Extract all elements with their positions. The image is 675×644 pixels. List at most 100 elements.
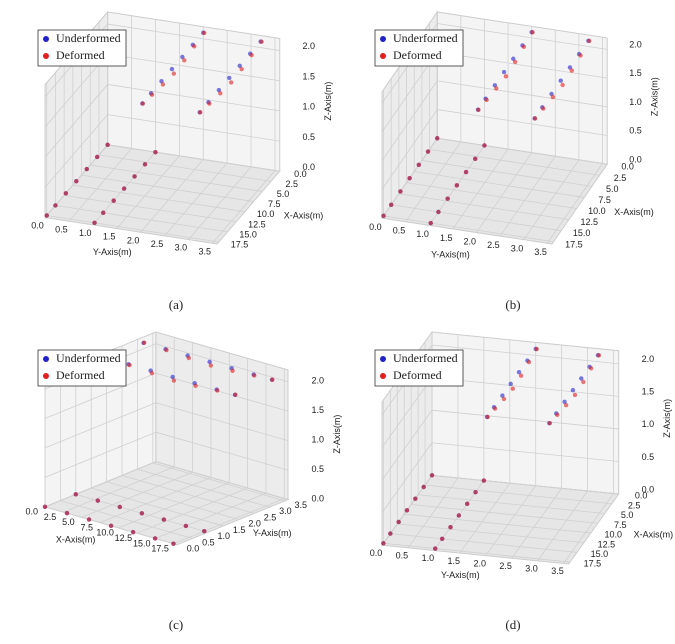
y-tick-label: 0.0 (187, 544, 200, 554)
z-axis-label: Z-Axis(m) (332, 415, 342, 454)
data-point (407, 175, 412, 181)
data-point (512, 59, 518, 65)
data-point (73, 492, 78, 497)
data-point (121, 186, 127, 191)
data-point (508, 381, 513, 387)
data-point (413, 496, 418, 501)
data-point (164, 347, 169, 353)
data-point (579, 376, 584, 381)
x-tick-label: 12.5 (581, 217, 599, 227)
grid-line (431, 442, 619, 462)
data-point (532, 116, 538, 121)
x-tick-label: 15.0 (133, 538, 151, 548)
x-tick-label: 17.5 (565, 239, 583, 249)
data-point (511, 56, 516, 61)
grid-line (44, 372, 157, 419)
data-point (445, 196, 450, 201)
y-tick-label: 1.0 (79, 228, 92, 238)
legend (37, 29, 127, 67)
data-point (421, 484, 426, 490)
y-tick-label: 0.0 (370, 548, 383, 558)
grid-line (107, 23, 280, 51)
data-point (492, 406, 498, 411)
x-tick-label: 5.0 (621, 510, 634, 520)
grid-line (476, 152, 533, 233)
y-tick-label: 2.0 (127, 235, 140, 245)
z-tick-label: 2.0 (642, 354, 655, 364)
y-tick-label: 0.0 (31, 221, 44, 231)
y-axis-label: Y-Axis(m) (253, 528, 292, 538)
data-point (63, 191, 69, 196)
data-point (117, 504, 123, 510)
grid-line (523, 159, 580, 240)
x-tick-label: 2.5 (628, 500, 641, 510)
data-point (555, 412, 560, 418)
y-tick-label: 1.5 (103, 232, 116, 242)
data-point (95, 154, 100, 160)
legend (374, 349, 464, 387)
data-point (560, 82, 565, 88)
data-point (229, 80, 234, 85)
x-tick-label: 5.0 (606, 184, 619, 194)
data-point (252, 373, 257, 378)
x-tick-label: 10.0 (96, 528, 114, 538)
z-tick-label: 2.0 (303, 41, 316, 51)
legend (374, 29, 464, 67)
panel-label: (c) (169, 617, 183, 632)
y-tick-label: 3.0 (175, 243, 188, 253)
z-tick-label: 1.0 (311, 434, 324, 444)
grid-line (137, 468, 270, 508)
data-point (388, 531, 393, 536)
grid-line (405, 141, 462, 222)
data-point (270, 377, 275, 382)
grid-line (164, 162, 228, 237)
data-point (398, 189, 403, 194)
z-tick-label: 1.0 (642, 419, 655, 429)
legend-marker (43, 36, 49, 42)
data-point (501, 69, 507, 75)
data-point (192, 44, 197, 49)
data-point (473, 156, 478, 161)
grid-line (155, 431, 289, 471)
grid-line (106, 481, 239, 521)
data-point (563, 402, 569, 408)
data-point (237, 63, 242, 69)
x-tick-label: 5.0 (62, 517, 75, 527)
x-tick-label: 7.5 (614, 520, 627, 530)
data-point (218, 91, 223, 96)
z-tick-label: 1.0 (629, 97, 642, 107)
grid-line (155, 402, 289, 442)
data-point (249, 52, 254, 58)
data-point (588, 366, 594, 371)
z-tick-label: 0.5 (311, 464, 324, 474)
grid-line (188, 166, 252, 240)
z-axis-label: Z-Axis(m) (662, 399, 672, 438)
data-point (484, 97, 489, 103)
legend-label: Deformed (56, 48, 105, 62)
data-point (485, 414, 490, 420)
data-point (482, 143, 487, 148)
y-tick-label: 3.5 (551, 566, 564, 576)
grid-line (381, 409, 433, 481)
data-point (448, 524, 453, 530)
y-tick-label: 2.5 (151, 239, 164, 249)
data-point (84, 166, 89, 172)
grid-line (116, 155, 180, 229)
data-point (95, 498, 101, 503)
grid-line (155, 343, 289, 383)
grid-line (537, 490, 588, 562)
grid-line (437, 23, 608, 50)
grid-line (91, 487, 224, 527)
z-axis-label: Z-Axis(m) (650, 77, 660, 116)
data-point (198, 110, 203, 115)
z-tick-label: 0.0 (303, 162, 316, 172)
data-point (230, 368, 235, 373)
data-point (139, 511, 145, 516)
x-tick-label: 17.5 (231, 240, 249, 250)
x-tick-label: 5.0 (277, 189, 290, 199)
x-tick-label: 7.5 (80, 522, 93, 532)
legend-label: Deformed (56, 368, 105, 382)
data-point (44, 213, 49, 218)
data-point (92, 220, 97, 226)
